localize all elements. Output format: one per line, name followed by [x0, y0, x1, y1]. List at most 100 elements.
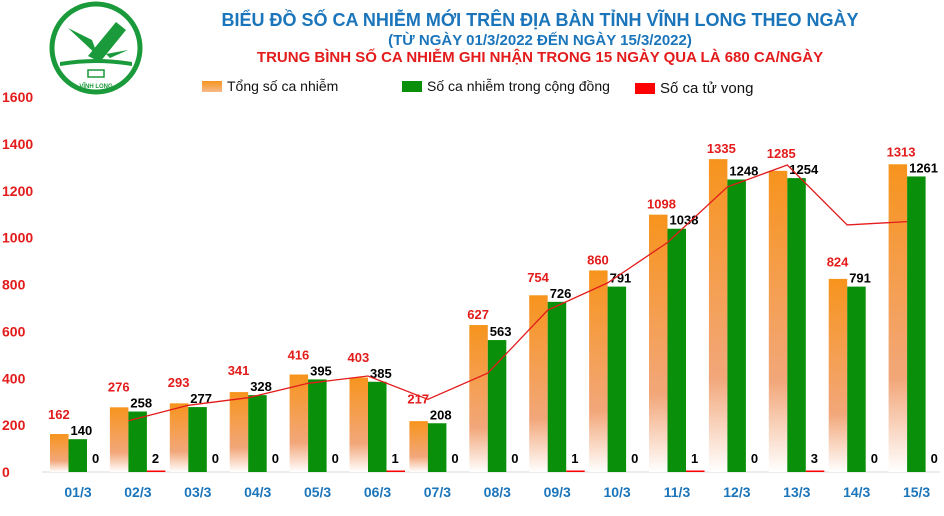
data-label: 1038 — [670, 213, 699, 228]
chart-note: TRUNG BÌNH SỐ CA NHIỄM GHI NHẬN TRONG 15… — [256, 49, 824, 66]
legend-swatch — [202, 80, 222, 92]
bar-community — [188, 407, 207, 472]
x-tick-label: 13/3 — [783, 484, 810, 500]
data-label: 824 — [827, 255, 849, 270]
data-label: 1254 — [789, 162, 819, 177]
vinh-long-logo: VĨNH LONG — [49, 1, 143, 95]
x-tick-label: 03/3 — [184, 484, 211, 500]
bar-deaths — [805, 470, 825, 472]
bar-total — [888, 164, 908, 472]
y-tick-label: 600 — [2, 323, 26, 339]
bar-community — [427, 423, 447, 472]
bar-total — [169, 403, 189, 472]
legend-label: Tổng số ca nhiễm — [227, 78, 339, 94]
bar-community — [727, 179, 746, 472]
data-label: 0 — [871, 451, 878, 466]
data-label: 726 — [550, 286, 572, 301]
bar-community — [787, 178, 806, 472]
bar-deaths — [566, 470, 585, 472]
x-tick-label: 01/3 — [64, 484, 91, 500]
bar-deaths — [686, 470, 705, 472]
data-label: 0 — [511, 451, 518, 466]
data-label: 3 — [811, 451, 818, 466]
bar-community — [547, 301, 567, 472]
bar-total — [229, 392, 249, 472]
data-label: 1313 — [887, 144, 916, 159]
data-label: 0 — [451, 451, 458, 466]
legend-item-deaths: Số ca tử vong — [635, 80, 753, 97]
y-tick-label: 1200 — [2, 183, 33, 199]
bar-community — [667, 228, 686, 472]
data-label: 328 — [250, 379, 272, 394]
x-tick-label: 04/3 — [244, 484, 271, 500]
data-label: 276 — [108, 380, 130, 395]
data-label: 1 — [571, 451, 578, 466]
data-label: 217 — [407, 391, 429, 406]
x-tick-label: 07/3 — [424, 484, 451, 500]
bar-community — [907, 176, 926, 472]
data-label: 403 — [348, 350, 370, 365]
x-tick-label: 15/3 — [903, 484, 930, 500]
legend-swatch — [402, 80, 422, 92]
data-label: 754 — [527, 270, 549, 285]
data-label: 0 — [332, 451, 339, 466]
data-label: 395 — [310, 363, 332, 378]
bar-total — [768, 170, 788, 472]
data-label: 0 — [931, 451, 938, 466]
x-tick-label: 06/3 — [364, 484, 391, 500]
bar-community — [847, 286, 866, 472]
data-label: 0 — [92, 451, 99, 466]
data-label: 1098 — [647, 197, 676, 212]
bar-community — [248, 395, 267, 472]
legend-label: Số ca nhiễm trong cộng đồng — [427, 78, 610, 94]
data-label: 563 — [490, 324, 512, 339]
bar-total — [289, 374, 309, 472]
legend-item-total: Tổng số ca nhiễm — [202, 78, 338, 94]
data-label: 1335 — [707, 141, 736, 156]
bar-total — [589, 270, 608, 472]
data-label: 385 — [370, 366, 392, 381]
bar-community — [68, 439, 87, 472]
bar-total — [50, 434, 69, 472]
chart-subtitle: (TỪ NGÀY 01/3/2022 ĐẾN NGÀY 15/3/2022) — [388, 32, 692, 49]
y-tick-label: 200 — [2, 417, 26, 433]
legend-item-community: Số ca nhiễm trong cộng đồng — [402, 78, 610, 94]
bar-total — [649, 214, 668, 472]
data-label: 1248 — [729, 164, 758, 179]
data-label: 627 — [467, 307, 489, 322]
x-tick-label: 11/3 — [664, 484, 691, 500]
legend-label: Số ca tử vong — [660, 80, 754, 97]
x-tick-label: 02/3 — [124, 484, 151, 500]
bar-total — [409, 421, 428, 472]
data-label: 1285 — [767, 146, 796, 161]
bar-total — [529, 295, 548, 472]
data-label: 2 — [152, 451, 159, 466]
data-label: 140 — [71, 423, 93, 438]
bar-community — [128, 411, 147, 472]
data-label: 258 — [130, 396, 152, 411]
y-tick-label: 400 — [2, 370, 26, 386]
y-tick-label: 1400 — [2, 136, 33, 152]
bar-community — [308, 379, 327, 472]
bar-total — [349, 377, 368, 472]
data-label: 293 — [168, 375, 190, 390]
data-label: 791 — [849, 271, 871, 286]
data-label: 416 — [288, 347, 310, 362]
data-label: 860 — [587, 252, 609, 267]
x-tick-label: 05/3 — [304, 484, 331, 500]
bar-deaths — [386, 470, 405, 472]
x-tick-label: 12/3 — [723, 484, 750, 500]
y-tick-label: 0 — [2, 464, 10, 480]
bar-total — [708, 159, 728, 472]
data-label: 1261 — [909, 160, 938, 175]
svg-text:VĨNH LONG: VĨNH LONG — [79, 83, 113, 90]
bar-deaths — [146, 470, 166, 472]
data-label: 1 — [691, 451, 698, 466]
data-label: 791 — [610, 271, 632, 286]
data-label: 1 — [392, 451, 399, 466]
x-tick-label: 09/3 — [544, 484, 571, 500]
bar-community — [607, 286, 627, 472]
x-tick-label: 14/3 — [843, 484, 870, 500]
y-tick-label: 1000 — [2, 230, 33, 246]
data-label: 0 — [212, 451, 219, 466]
